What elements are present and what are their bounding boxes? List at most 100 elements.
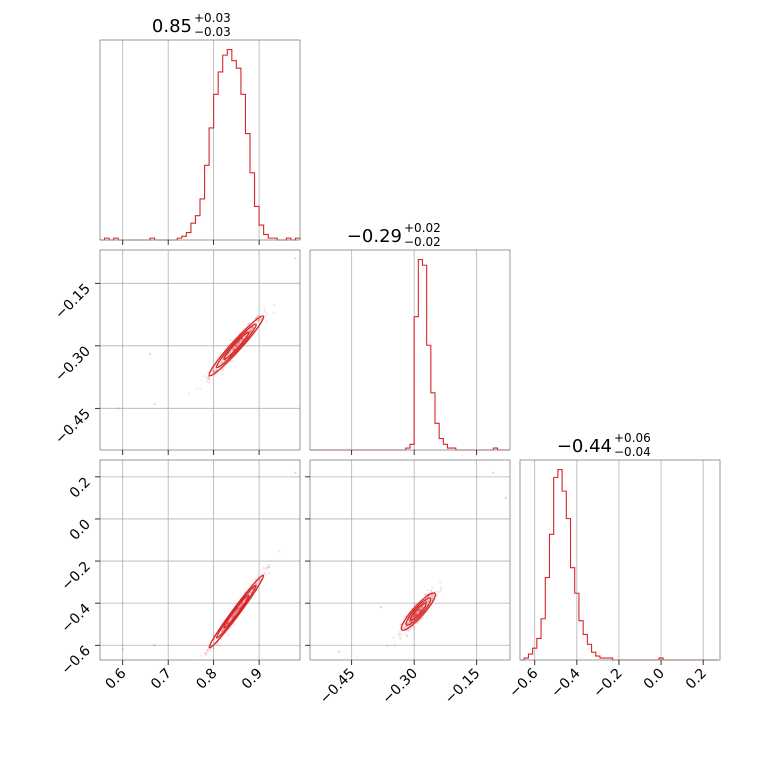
sample-point xyxy=(211,369,214,373)
sample-point xyxy=(438,581,442,584)
sample-point xyxy=(412,625,415,628)
density-contour xyxy=(400,592,436,631)
x-tick-label: −0.45 xyxy=(317,666,359,708)
sample-point xyxy=(235,344,239,348)
sample-point xyxy=(237,342,240,346)
sample-point xyxy=(234,345,237,349)
scatter-points xyxy=(338,471,507,653)
sample-point xyxy=(412,614,416,617)
sample-point xyxy=(221,629,224,632)
sample-point xyxy=(418,609,421,612)
density-contour xyxy=(405,597,432,626)
sample-point xyxy=(267,566,270,569)
sample-point xyxy=(231,615,234,619)
sample-point xyxy=(241,601,245,604)
panel-frame xyxy=(99,39,301,241)
sample-point xyxy=(232,613,236,616)
sample-point xyxy=(231,348,234,351)
density-contour xyxy=(223,331,250,361)
histogram-panel-1: −0.29 +0.02−0.02 xyxy=(309,221,511,455)
sample-point xyxy=(412,615,415,619)
sample-point xyxy=(237,341,240,345)
sample-point xyxy=(232,346,235,350)
panel-title-upper-error: +0.02 xyxy=(404,221,441,235)
sample-point xyxy=(251,325,255,329)
density-contour xyxy=(215,584,257,639)
sample-point xyxy=(258,578,262,581)
sample-point xyxy=(206,649,210,653)
sample-point xyxy=(228,351,231,354)
y-tick-label: 0.0 xyxy=(67,516,94,543)
sample-point xyxy=(233,611,237,615)
sample-point xyxy=(429,589,433,592)
sample-point xyxy=(232,347,235,351)
sample-point xyxy=(221,628,224,631)
panel-frame xyxy=(519,459,721,661)
sample-point xyxy=(205,380,208,383)
sample-point xyxy=(211,370,215,374)
sample-point xyxy=(234,345,238,348)
panel-background xyxy=(310,460,510,660)
sample-point xyxy=(232,612,236,615)
sample-point xyxy=(413,602,417,606)
sample-point xyxy=(424,600,428,603)
sample-point xyxy=(237,607,240,610)
sample-point xyxy=(385,644,389,647)
sample-point xyxy=(420,607,424,610)
histogram-panel-0: 0.85 +0.03−0.03 xyxy=(99,11,301,245)
sample-point xyxy=(237,607,240,611)
y-tick-label: −0.2 xyxy=(58,559,93,594)
sample-point xyxy=(236,343,239,347)
sample-point xyxy=(221,368,224,372)
sample-point xyxy=(430,595,434,598)
sample-point xyxy=(264,568,268,571)
sample-point xyxy=(414,612,418,615)
sample-point xyxy=(263,310,267,313)
sample-point xyxy=(428,594,432,598)
sample-point xyxy=(219,362,223,365)
sample-point xyxy=(212,647,215,650)
sample-point xyxy=(232,347,236,351)
panel-background xyxy=(100,460,300,660)
sample-point xyxy=(246,323,249,327)
sample-point xyxy=(237,607,240,610)
sample-point xyxy=(232,347,236,351)
sample-point xyxy=(407,629,411,633)
sample-point xyxy=(257,319,260,323)
sample-point xyxy=(264,573,267,576)
sample-point xyxy=(431,597,434,601)
panel-title-upper-error: +0.03 xyxy=(194,11,231,25)
sample-point xyxy=(230,616,233,619)
sample-point xyxy=(415,613,419,616)
sample-point xyxy=(427,599,430,602)
sample-point xyxy=(265,320,269,323)
x-tick-label: −0.4 xyxy=(548,665,583,700)
sample-point xyxy=(240,338,244,342)
scatter-points xyxy=(117,257,297,410)
sample-point xyxy=(234,344,238,347)
sample-point xyxy=(235,610,238,613)
sample-point xyxy=(203,652,206,655)
sample-point xyxy=(204,651,208,655)
sample-point xyxy=(212,367,216,370)
sample-point xyxy=(256,314,260,318)
sample-point xyxy=(263,307,266,310)
sample-point xyxy=(257,318,261,321)
sample-point xyxy=(278,550,281,553)
sample-point xyxy=(425,600,429,604)
sample-point xyxy=(240,603,243,607)
sample-point xyxy=(220,629,224,632)
sample-point xyxy=(231,614,235,618)
density-contour xyxy=(409,602,427,621)
sample-point xyxy=(414,612,417,615)
scatter-points xyxy=(121,471,300,660)
sample-point xyxy=(414,613,417,617)
sample-point xyxy=(227,620,231,623)
sample-point xyxy=(227,633,230,636)
outlier-point xyxy=(153,644,156,647)
panel-frame xyxy=(99,459,301,661)
density-contour xyxy=(208,315,265,377)
sample-point xyxy=(407,620,410,623)
sample-point xyxy=(402,626,405,629)
sample-point xyxy=(413,613,417,617)
